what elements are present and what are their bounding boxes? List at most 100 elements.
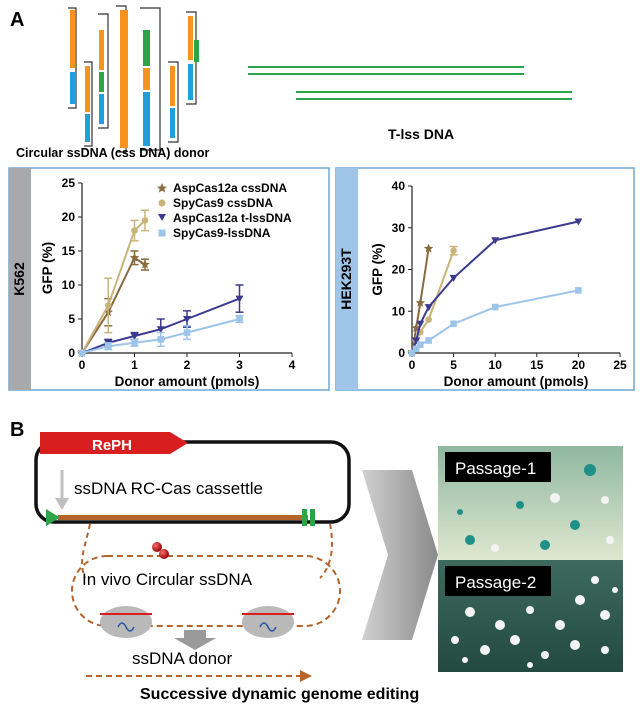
cassette-arrow xyxy=(55,470,69,510)
chart-k562-side-bar xyxy=(9,168,31,390)
series-spycas9-lssdna xyxy=(408,287,582,357)
chart-k562-legend: AspCas12a cssDNA SpyCas9 cssDNA AspCas12… xyxy=(157,181,292,240)
data-point xyxy=(408,349,416,357)
plasmid-loop xyxy=(34,440,351,524)
data-point xyxy=(491,237,500,245)
series-line xyxy=(81,219,146,354)
x-tick-label: 3 xyxy=(236,358,243,372)
y-tick-label: 30 xyxy=(392,221,406,235)
data-point xyxy=(575,287,582,294)
y-tick-label: 40 xyxy=(392,179,406,193)
data-point xyxy=(449,274,458,282)
data-point xyxy=(183,316,191,323)
series-line xyxy=(411,289,579,354)
css-dna-strand-7 xyxy=(186,11,199,105)
promoter-triangle xyxy=(46,509,60,526)
legend-item-aspcas12a-cssdna: AspCas12a cssDNA xyxy=(157,181,287,195)
ssdna-dashed-tails xyxy=(81,523,333,579)
progression-arrow xyxy=(362,470,438,640)
css-dna-strand-5 xyxy=(140,7,161,151)
series-line xyxy=(81,256,146,354)
reph-arrow: RePH xyxy=(40,432,188,454)
passage-1-colonies xyxy=(457,464,614,552)
data-point xyxy=(104,302,112,309)
donor-dashed-arrow xyxy=(86,670,312,682)
legend-item-spycas9-cssdna: SpyCas9 cssDNA xyxy=(158,196,273,210)
chart-hek-side-bar xyxy=(336,168,358,390)
data-point xyxy=(131,339,138,347)
x-axis-label: Donor amount (pmols) xyxy=(444,374,589,389)
x-tick-label: 20 xyxy=(572,358,586,372)
legend-label: AspCas12a t-lssDNA xyxy=(173,211,292,225)
css-dna-label: Circular ssDNA (css DNA) donor xyxy=(16,146,209,160)
data-point xyxy=(78,349,86,357)
y-tick-label: 15 xyxy=(62,244,76,258)
y-tick-label: 20 xyxy=(392,263,406,277)
css-dna-strand-6 xyxy=(168,61,179,143)
y-tick-label: 0 xyxy=(398,346,405,360)
series-line xyxy=(81,318,240,354)
legend-label: SpyCas9 cssDNA xyxy=(173,196,273,210)
x-tick-label: 15 xyxy=(530,358,544,372)
donor-arrow xyxy=(174,630,216,650)
cassette-bar xyxy=(58,515,308,520)
legend-item-spycas9-lssdna: SpyCas9-lssDNA xyxy=(158,226,271,240)
chart-hek293t: 0 5 10 15 20 25 0 10 20 30 40 Donor amount (pmols) G… xyxy=(370,179,627,389)
data-point xyxy=(183,329,191,336)
data-point xyxy=(140,259,150,269)
circular-ssdna-label: In vivo Circular ssDNA xyxy=(82,570,253,589)
legend-marker-triangle xyxy=(158,214,166,221)
data-point xyxy=(157,336,165,343)
css-dna-strand-1 xyxy=(68,7,77,109)
cassette-label: ssDNA RC-Cas cassettle xyxy=(74,479,263,498)
data-point xyxy=(491,303,499,311)
x-axis-label: Donor amount (pmols) xyxy=(115,374,260,389)
y-tick-label: 10 xyxy=(392,304,406,318)
terminator-bar-2 xyxy=(310,509,315,526)
y-axis-label: GFP (%) xyxy=(40,242,55,294)
tlss-dna-label: T-lss DNA xyxy=(388,126,454,142)
ssdna-donor-label: ssDNA donor xyxy=(132,649,232,668)
data-point xyxy=(425,337,432,344)
x-tick-label: 5 xyxy=(450,358,457,372)
terminator-bar-1 xyxy=(302,509,307,526)
css-dna-strand-3 xyxy=(84,61,93,147)
chart-k562-frame xyxy=(8,167,330,391)
x-tick-label: 10 xyxy=(489,358,503,372)
data-point xyxy=(423,243,434,253)
data-point xyxy=(417,341,424,348)
data-point xyxy=(412,337,421,345)
y-axis-label: GFP (%) xyxy=(370,243,385,295)
y-tick-label: 10 xyxy=(62,278,76,292)
y-tick-label: 5 xyxy=(68,312,75,326)
passage-2-label: Passage-2 xyxy=(455,573,536,592)
data-point xyxy=(450,320,457,328)
x-tick-label: 1 xyxy=(131,358,138,372)
chart-hek-side-label: HEK293T xyxy=(338,248,354,310)
x-tick-label: 4 xyxy=(289,358,296,372)
data-point xyxy=(104,342,112,350)
legend-label: SpyCas9-lssDNA xyxy=(173,226,271,240)
data-point xyxy=(131,227,138,234)
data-point xyxy=(412,345,420,353)
passage-2-colonies xyxy=(451,576,618,668)
legend-item-aspcas12a-tlssdna: AspCas12a t-lssDNA xyxy=(158,211,292,225)
tlss-dna-illustration xyxy=(248,66,572,100)
legend-marker-square xyxy=(158,229,166,237)
y-tick-label: 0 xyxy=(68,346,75,360)
cas-protein-left xyxy=(100,606,152,638)
legend-marker-star xyxy=(157,183,167,193)
legend-marker-circle xyxy=(158,199,166,207)
data-point xyxy=(236,315,243,323)
data-point xyxy=(450,247,457,255)
data-point xyxy=(424,304,433,312)
data-point xyxy=(130,333,139,340)
cas-protein-right xyxy=(242,606,294,638)
data-point xyxy=(415,297,426,307)
circular-ssdna-loop xyxy=(71,555,341,627)
x-tick-label: 25 xyxy=(613,358,627,372)
data-point xyxy=(425,316,432,323)
data-point xyxy=(574,218,583,226)
x-tick-label: 0 xyxy=(79,358,86,372)
